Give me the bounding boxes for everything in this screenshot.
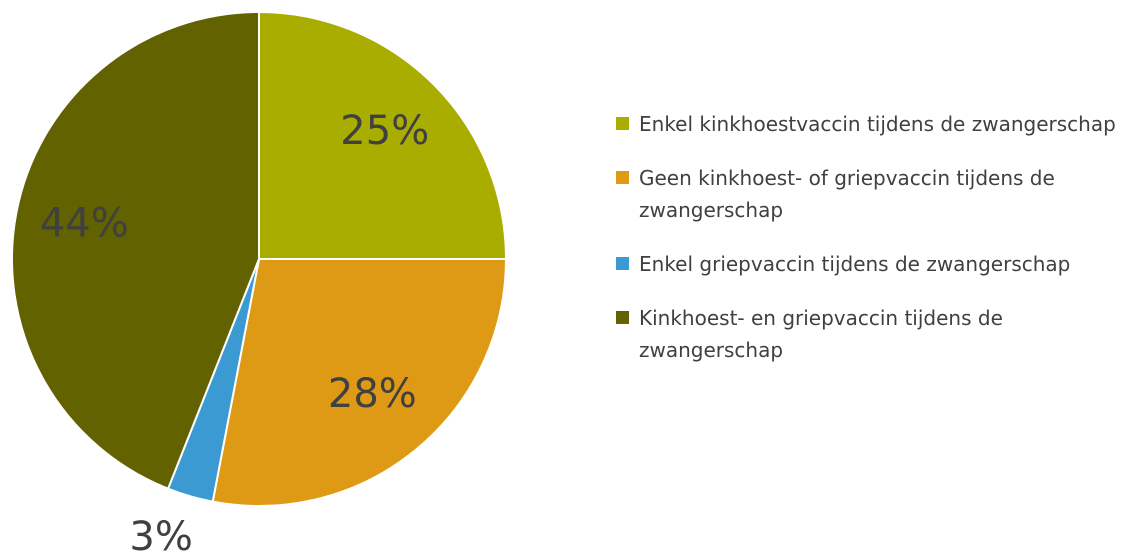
legend-swatch xyxy=(616,171,629,184)
data-label: 25% xyxy=(340,108,429,154)
legend-label: Kinkhoest- en griepvaccin tijdens de zwa… xyxy=(639,306,1003,362)
legend-label: Geen kinkhoest- of griepvaccin tijdens d… xyxy=(639,166,1055,222)
legend-swatch xyxy=(616,311,629,324)
pie-slice xyxy=(258,10,508,260)
data-label: 3% xyxy=(129,514,192,557)
legend-entry: Enkel kinkhoestvaccin tijdens de zwanger… xyxy=(612,108,1130,140)
legend-label: Enkel kinkhoestvaccin tijdens de zwanger… xyxy=(639,112,1116,136)
legend-entry: Enkel griepvaccin tijdens de zwangerscha… xyxy=(612,248,1130,280)
pie-slice xyxy=(11,10,260,490)
legend: Enkel kinkhoestvaccin tijdens de zwanger… xyxy=(612,108,1130,388)
legend-entry: Kinkhoest- en griepvaccin tijdens de zwa… xyxy=(612,302,1130,366)
legend-swatch xyxy=(616,257,629,270)
legend-label: Enkel griepvaccin tijdens de zwangerscha… xyxy=(639,252,1071,276)
data-label: 44% xyxy=(40,201,129,247)
legend-swatch xyxy=(616,117,629,130)
legend-entry: Geen kinkhoest- of griepvaccin tijdens d… xyxy=(612,162,1130,226)
pie-slice xyxy=(211,258,508,507)
data-label: 28% xyxy=(328,371,417,417)
